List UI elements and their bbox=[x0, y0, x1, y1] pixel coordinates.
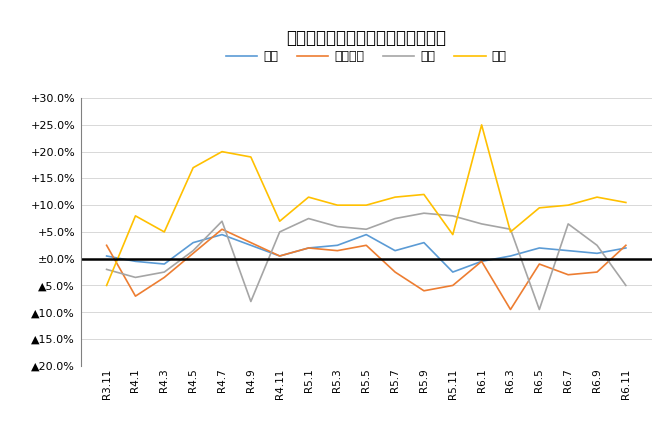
家庭内食 bbox=[160, 275, 168, 280]
外食 bbox=[478, 122, 486, 128]
家庭内食 bbox=[478, 259, 486, 264]
合計 bbox=[622, 245, 630, 251]
家庭内食 bbox=[536, 261, 544, 267]
家庭内食 bbox=[189, 251, 197, 256]
合計 bbox=[276, 253, 284, 259]
中食 bbox=[622, 283, 630, 288]
合計 bbox=[333, 243, 341, 248]
外食 bbox=[132, 213, 140, 219]
家庭内食 bbox=[218, 227, 226, 232]
Title: 米消費量・前年同月比増減率の推移: 米消費量・前年同月比増減率の推移 bbox=[286, 29, 446, 46]
外食 bbox=[449, 232, 457, 237]
中食 bbox=[276, 229, 284, 235]
中食 bbox=[103, 267, 111, 272]
合計 bbox=[449, 269, 457, 275]
合計 bbox=[160, 261, 168, 267]
外食 bbox=[420, 192, 428, 197]
外食 bbox=[189, 165, 197, 170]
家庭内食 bbox=[362, 243, 370, 248]
中食 bbox=[564, 221, 573, 227]
合計 bbox=[132, 259, 140, 264]
家庭内食 bbox=[420, 288, 428, 293]
外食 bbox=[564, 202, 573, 208]
外食 bbox=[160, 229, 168, 235]
中食 bbox=[132, 275, 140, 280]
家庭内食 bbox=[103, 243, 111, 248]
家庭内食 bbox=[304, 245, 312, 251]
中食 bbox=[189, 248, 197, 253]
外食 bbox=[103, 283, 111, 288]
中食 bbox=[536, 307, 544, 312]
合計 bbox=[103, 253, 111, 259]
外食 bbox=[333, 202, 341, 208]
外食 bbox=[507, 229, 515, 235]
外食 bbox=[622, 200, 630, 205]
合計 bbox=[536, 245, 544, 251]
合計 bbox=[218, 232, 226, 237]
Line: 外食: 外食 bbox=[107, 125, 626, 285]
中食 bbox=[593, 243, 601, 248]
合計 bbox=[189, 240, 197, 245]
外食 bbox=[362, 202, 370, 208]
中食 bbox=[391, 216, 399, 221]
外食 bbox=[536, 205, 544, 211]
家庭内食 bbox=[593, 269, 601, 275]
家庭内食 bbox=[507, 307, 515, 312]
外食 bbox=[391, 194, 399, 200]
中食 bbox=[449, 213, 457, 219]
合計 bbox=[304, 245, 312, 251]
家庭内食 bbox=[622, 243, 630, 248]
外食 bbox=[593, 194, 601, 200]
家庭内食 bbox=[333, 248, 341, 253]
外食 bbox=[218, 149, 226, 154]
中食 bbox=[420, 211, 428, 216]
合計 bbox=[362, 232, 370, 237]
Line: 家庭内食: 家庭内食 bbox=[107, 229, 626, 310]
家庭内食 bbox=[132, 293, 140, 299]
合計 bbox=[478, 259, 486, 264]
家庭内食 bbox=[247, 240, 255, 245]
外食 bbox=[304, 194, 312, 200]
Legend: 合計, 家庭内食, 中食, 外食: 合計, 家庭内食, 中食, 外食 bbox=[220, 45, 512, 69]
中食 bbox=[478, 221, 486, 227]
合計 bbox=[593, 251, 601, 256]
家庭内食 bbox=[391, 269, 399, 275]
中食 bbox=[304, 216, 312, 221]
中食 bbox=[507, 227, 515, 232]
中食 bbox=[218, 219, 226, 224]
家庭内食 bbox=[276, 253, 284, 259]
家庭内食 bbox=[564, 272, 573, 277]
合計 bbox=[507, 253, 515, 259]
中食 bbox=[362, 227, 370, 232]
合計 bbox=[247, 243, 255, 248]
中食 bbox=[247, 299, 255, 304]
合計 bbox=[391, 248, 399, 253]
Line: 中食: 中食 bbox=[107, 213, 626, 310]
合計 bbox=[420, 240, 428, 245]
Line: 合計: 合計 bbox=[107, 235, 626, 272]
家庭内食 bbox=[449, 283, 457, 288]
外食 bbox=[247, 154, 255, 160]
中食 bbox=[333, 224, 341, 229]
中食 bbox=[160, 269, 168, 275]
合計 bbox=[564, 248, 573, 253]
外食 bbox=[276, 219, 284, 224]
